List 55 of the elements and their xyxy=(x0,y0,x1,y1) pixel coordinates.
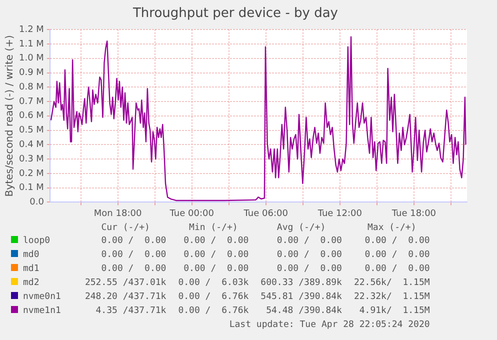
text: Cur (-/+) xyxy=(100,222,151,234)
x-tick-label: Tue 18:00 xyxy=(390,208,436,219)
y-tick-label: 0.5 M xyxy=(18,126,44,136)
x-tick-label: Mon 18:00 xyxy=(94,208,142,219)
y-tick-label: 0.3 M xyxy=(18,154,44,164)
legend-label: nvme1n1 xyxy=(22,305,62,318)
text: 0.00 / 0.00 xyxy=(100,263,168,276)
y-tick-label: 0.6 M xyxy=(18,111,44,122)
text: 0.00 / 6.76k xyxy=(177,291,250,304)
legend-label: loop0 xyxy=(22,235,52,248)
text: 0.00 / 0.00 xyxy=(182,235,250,248)
text: 0.00 / 0.00 xyxy=(182,249,250,262)
text: 0.00 / 0.00 xyxy=(100,249,168,262)
text: 0.00 / 0.00 xyxy=(276,263,343,276)
text: 600.33 /389.89k xyxy=(260,277,343,290)
y-tick-label: 0.8 M xyxy=(18,82,44,92)
text: 0.00 / 0.00 xyxy=(100,235,168,248)
text: 0.00 / 0.00 xyxy=(276,235,343,248)
legend-label: md2 xyxy=(22,277,40,290)
text: Max (-/+) xyxy=(366,222,418,234)
text: 0.00 / 0.00 xyxy=(364,263,431,276)
y-tick-label: 0.4 M xyxy=(18,140,44,150)
y-tick-label: 1.2 M xyxy=(18,24,44,35)
y-tick-label: 1.0 M xyxy=(18,54,44,64)
text: 54.48 /390.84k xyxy=(265,305,343,318)
legend-label: nvme0n1 xyxy=(22,291,62,304)
text: 4.91k/ 1.15M xyxy=(358,305,431,318)
x-tick-label: Tue 06:00 xyxy=(242,208,288,219)
y-axis-title: Bytes/second read (-) / write (+) xyxy=(4,35,16,197)
text: 22.32k/ 1.15M xyxy=(352,291,431,304)
text: Min (-/+) xyxy=(188,222,239,234)
text: 4.35 /437.71k xyxy=(94,305,168,318)
legend-label: md1 xyxy=(22,263,40,276)
y-tick-label: 0.1 M xyxy=(18,183,44,194)
chart-title: Throughput per device - by day xyxy=(132,6,338,22)
y-tick-label: 0.2 M xyxy=(18,168,44,179)
text: 0.00 / 0.00 xyxy=(364,235,431,248)
text: 22.56k/ 1.15M xyxy=(352,277,431,290)
text: 0.00 / 6.76k xyxy=(177,305,250,318)
text: 0.00 / 6.03k xyxy=(177,277,250,290)
text: 0.00 / 0.00 xyxy=(364,249,431,262)
y-tick-label: 0.7 M xyxy=(18,96,44,107)
text: 0.00 / 0.00 xyxy=(182,263,250,276)
text: Last update: Tue Apr 28 22:05:24 2020 xyxy=(228,319,431,332)
x-tick-label: Tue 12:00 xyxy=(316,208,362,219)
text: 248.20 /437.71k xyxy=(84,291,168,304)
legend-label: md0 xyxy=(22,249,40,262)
text: Avg (-/+) xyxy=(276,222,327,234)
text: 252.55 /437.01k xyxy=(84,277,168,290)
y-tick-label: 0.0 xyxy=(30,198,44,208)
x-tick-label: Tue 00:00 xyxy=(168,208,214,219)
y-tick-label: 0.9 M xyxy=(18,68,44,78)
text: 0.00 / 0.00 xyxy=(276,249,343,262)
y-tick-label: 1.1 M xyxy=(18,39,44,50)
text: 545.81 /390.84k xyxy=(260,291,343,304)
